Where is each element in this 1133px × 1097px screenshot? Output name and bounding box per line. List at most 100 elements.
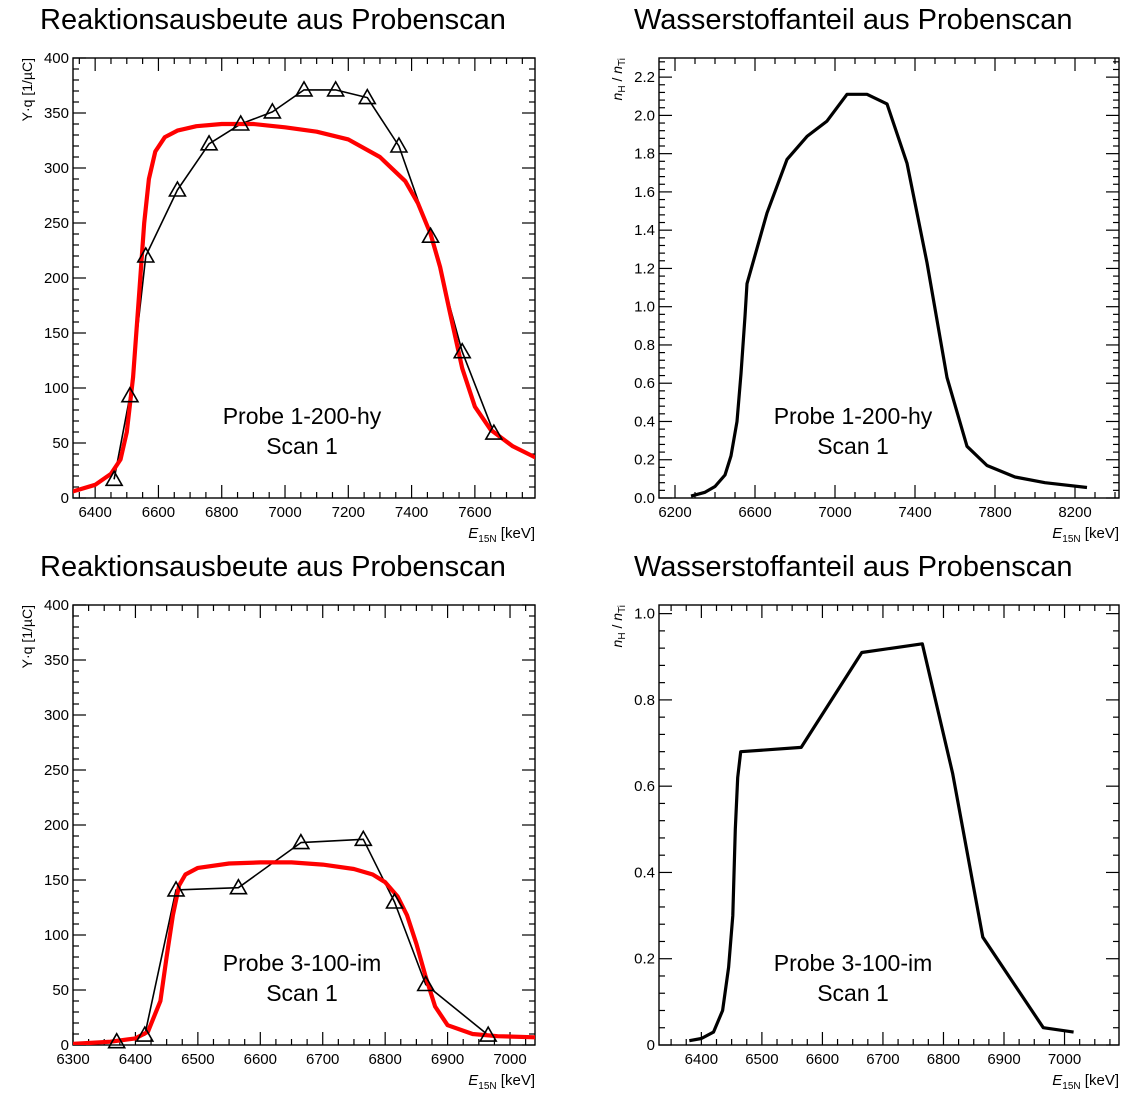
x-tick-label: 6800 — [368, 1051, 401, 1068]
y-tick-label: 300 — [44, 160, 69, 177]
x-tick-label: 6600 — [806, 1051, 839, 1068]
y-tick-label: 0.2 — [634, 951, 655, 968]
data-point — [385, 892, 404, 909]
x-tick-label: 6400 — [78, 504, 111, 521]
chart-panel-2: Wasserstoffanteil aus Probenscan 6200 660… — [566, 0, 1133, 548]
x-tick-label: 7200 — [332, 504, 365, 521]
y-tick-label: 1.4 — [634, 222, 655, 239]
y-tick-label: 200 — [44, 817, 69, 834]
y-tick-label: 150 — [44, 325, 69, 342]
annotation-text: Probe 3-100-im — [774, 950, 933, 976]
data-point — [104, 469, 124, 487]
data-point — [199, 134, 219, 151]
y-tick-label: 0.8 — [634, 337, 655, 354]
x-tick-label: 6700 — [866, 1051, 899, 1068]
data-point — [357, 87, 377, 105]
x-axis-label: E15N [keV] — [468, 1072, 535, 1092]
y-tick-label: 300 — [44, 707, 69, 724]
y-tick-label: 400 — [44, 597, 69, 614]
y-tick-label: 0.6 — [634, 375, 655, 392]
chart-title: Reaktionsausbeute aus Probenscan — [40, 551, 506, 583]
y-tick-label: 250 — [44, 215, 69, 232]
y-tick-label: 50 — [52, 435, 69, 452]
annotation-text: Scan 1 — [266, 433, 338, 459]
x-tick-label: 7400 — [898, 504, 931, 521]
y-tick-label: 400 — [44, 50, 69, 67]
y-tick-label: 0.4 — [634, 413, 655, 430]
y-tick-label: 1.8 — [634, 146, 655, 163]
data-point — [353, 829, 373, 847]
x-axis-label: E15N [keV] — [1052, 525, 1119, 545]
plot-frame — [658, 57, 1120, 499]
y-tick-label: 2.0 — [634, 107, 655, 124]
fit-curve — [73, 860, 535, 1045]
y-tick-label: 150 — [44, 872, 69, 889]
data-point — [421, 226, 440, 243]
x-axis-label: E15N [keV] — [1052, 1072, 1119, 1092]
data-point — [326, 80, 346, 97]
y-tick-label: 2.2 — [634, 69, 655, 86]
annotation-text: Probe 1-200-hy — [774, 403, 933, 429]
annotation-text: Probe 1-200-hy — [223, 403, 382, 429]
plot-frame — [658, 604, 1120, 1046]
x-tick-label: 7400 — [395, 504, 428, 521]
chart-plot-2: 6200 6600 7000 7400 7800 8200 0.0 0.2 0.4 0.6 0.8 1… — [609, 57, 1120, 545]
chart-plot-1: 6400 6600 6800 7000 7200 7400 7600 0 50 100 150 200… — [19, 50, 536, 545]
chart-panel-3: Reaktionsausbeute aus Probenscan 6300 640… — [0, 548, 566, 1097]
y-tick-label: 1.2 — [634, 260, 655, 277]
y-axis-label: Y·q [1/µC] — [19, 58, 35, 121]
data-point — [231, 114, 251, 131]
y-tick-label: 0 — [647, 1037, 655, 1054]
x-tick-label: 6700 — [306, 1051, 339, 1068]
annotation-text: Scan 1 — [817, 433, 889, 459]
annotation-text: Probe 3-100-im — [223, 950, 382, 976]
x-tick-label: 6600 — [142, 504, 175, 521]
annotation-text: Scan 1 — [817, 980, 889, 1006]
x-tick-label: 7000 — [493, 1051, 526, 1068]
data-point — [389, 136, 409, 153]
y-tick-label: 1.6 — [634, 184, 655, 201]
data-point — [120, 386, 140, 403]
x-tick-label: 7000 — [818, 504, 851, 521]
y-tick-label: 200 — [44, 270, 69, 287]
profile-curve — [690, 92, 1088, 498]
chart-title: Reaktionsausbeute aus Probenscan — [40, 4, 506, 36]
x-tick-label: 8200 — [1058, 504, 1091, 521]
y-tick-label: 100 — [44, 380, 69, 397]
chart-panel-4: Wasserstoffanteil aus Probenscan 6400 650… — [566, 548, 1133, 1097]
data-point — [229, 878, 248, 895]
data-point — [291, 832, 311, 850]
x-tick-label: 6400 — [685, 1051, 718, 1068]
chart-plot-3: 6300 6400 6500 6600 6700 6800 6900 7000 0 50 100 15… — [19, 597, 536, 1092]
y-tick-label: 250 — [44, 762, 69, 779]
x-tick-label: 7000 — [268, 504, 301, 521]
y-tick-label: 0.2 — [634, 452, 655, 469]
data-point — [452, 342, 472, 359]
data-point — [484, 423, 504, 440]
y-tick-label: 0.4 — [634, 864, 655, 881]
x-tick-label: 6800 — [927, 1051, 960, 1068]
data-point — [168, 180, 187, 197]
y-tick-label: 350 — [44, 105, 69, 122]
x-axis-label: E15N [keV] — [468, 525, 535, 545]
y-axis-label: nH / nTi — [609, 605, 628, 647]
data-point — [166, 880, 186, 897]
y-tick-label: 350 — [44, 652, 69, 669]
y-tick-label: 0 — [61, 490, 69, 507]
data-point — [107, 1032, 127, 1049]
y-tick-label: 1.0 — [634, 299, 655, 316]
y-tick-label: 1.0 — [634, 606, 655, 623]
data-point — [478, 1025, 498, 1042]
x-tick-label: 7000 — [1048, 1051, 1081, 1068]
x-tick-label: 6600 — [738, 504, 771, 521]
y-tick-label: 0 — [61, 1037, 69, 1054]
x-tick-label: 6900 — [431, 1051, 464, 1068]
data-point — [135, 1025, 155, 1042]
x-tick-label: 6900 — [987, 1051, 1020, 1068]
y-tick-label: 50 — [52, 982, 69, 999]
chart-title: Wasserstoffanteil aus Probenscan — [634, 4, 1073, 36]
x-tick-label: 7600 — [458, 504, 491, 521]
data-point — [294, 80, 314, 97]
y-tick-label: 0.8 — [634, 692, 655, 709]
y-tick-label: 100 — [44, 927, 69, 944]
